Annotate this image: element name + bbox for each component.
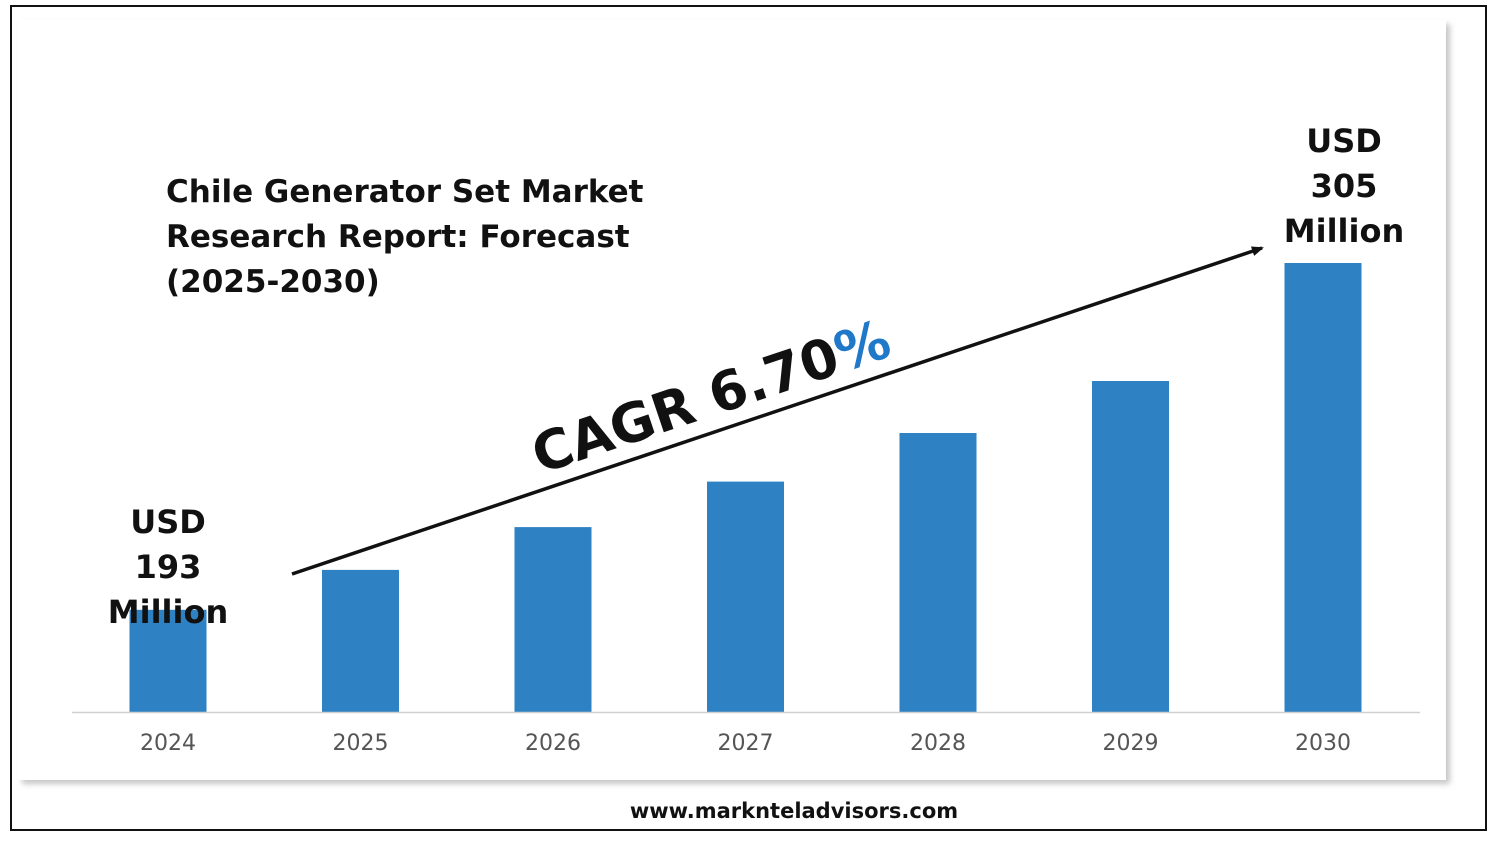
bar-2027 xyxy=(707,481,784,712)
title-line-3: (2025-2030) xyxy=(166,264,380,300)
bar-2025 xyxy=(322,569,399,712)
x-tick-label-2026: 2026 xyxy=(525,731,581,756)
start-callout-line-2: 193 xyxy=(135,548,202,586)
x-tick-label-2028: 2028 xyxy=(910,731,966,756)
x-tick-label-2027: 2027 xyxy=(718,731,774,756)
footer-url: www.marknteladvisors.com xyxy=(630,799,958,823)
bar-2029 xyxy=(1092,381,1169,712)
end-callout-line-2: 305 xyxy=(1311,167,1378,205)
bar-series xyxy=(129,263,1362,712)
bar-2024 xyxy=(129,609,207,712)
x-tick-label-2029: 2029 xyxy=(1103,731,1159,756)
chart-title: Chile Generator Set Market Research Repo… xyxy=(166,174,644,300)
end-value-callout: USD 305 Million xyxy=(1284,122,1404,250)
bar-2028 xyxy=(899,433,977,712)
start-callout-line-1: USD xyxy=(130,503,206,541)
bar-2026 xyxy=(514,527,592,712)
x-tick-label-2025: 2025 xyxy=(333,731,389,756)
end-callout-line-1: USD xyxy=(1306,122,1382,160)
x-tick-label-2030: 2030 xyxy=(1295,731,1351,756)
bar-2030 xyxy=(1284,263,1362,712)
title-line-1: Chile Generator Set Market xyxy=(166,174,644,210)
chart-frame xyxy=(10,5,1487,831)
x-tick-label-2024: 2024 xyxy=(140,731,196,756)
trend-arrow xyxy=(291,246,1264,576)
end-callout-line-3: Million xyxy=(1284,212,1404,250)
title-line-2: Research Report: Forecast xyxy=(166,219,630,255)
start-value-callout: USD 193 Million xyxy=(108,503,228,631)
x-axis-tick-labels: 2024 2025 2026 2027 2028 2029 2030 xyxy=(140,731,1351,756)
start-callout-line-3: Million xyxy=(108,593,228,631)
